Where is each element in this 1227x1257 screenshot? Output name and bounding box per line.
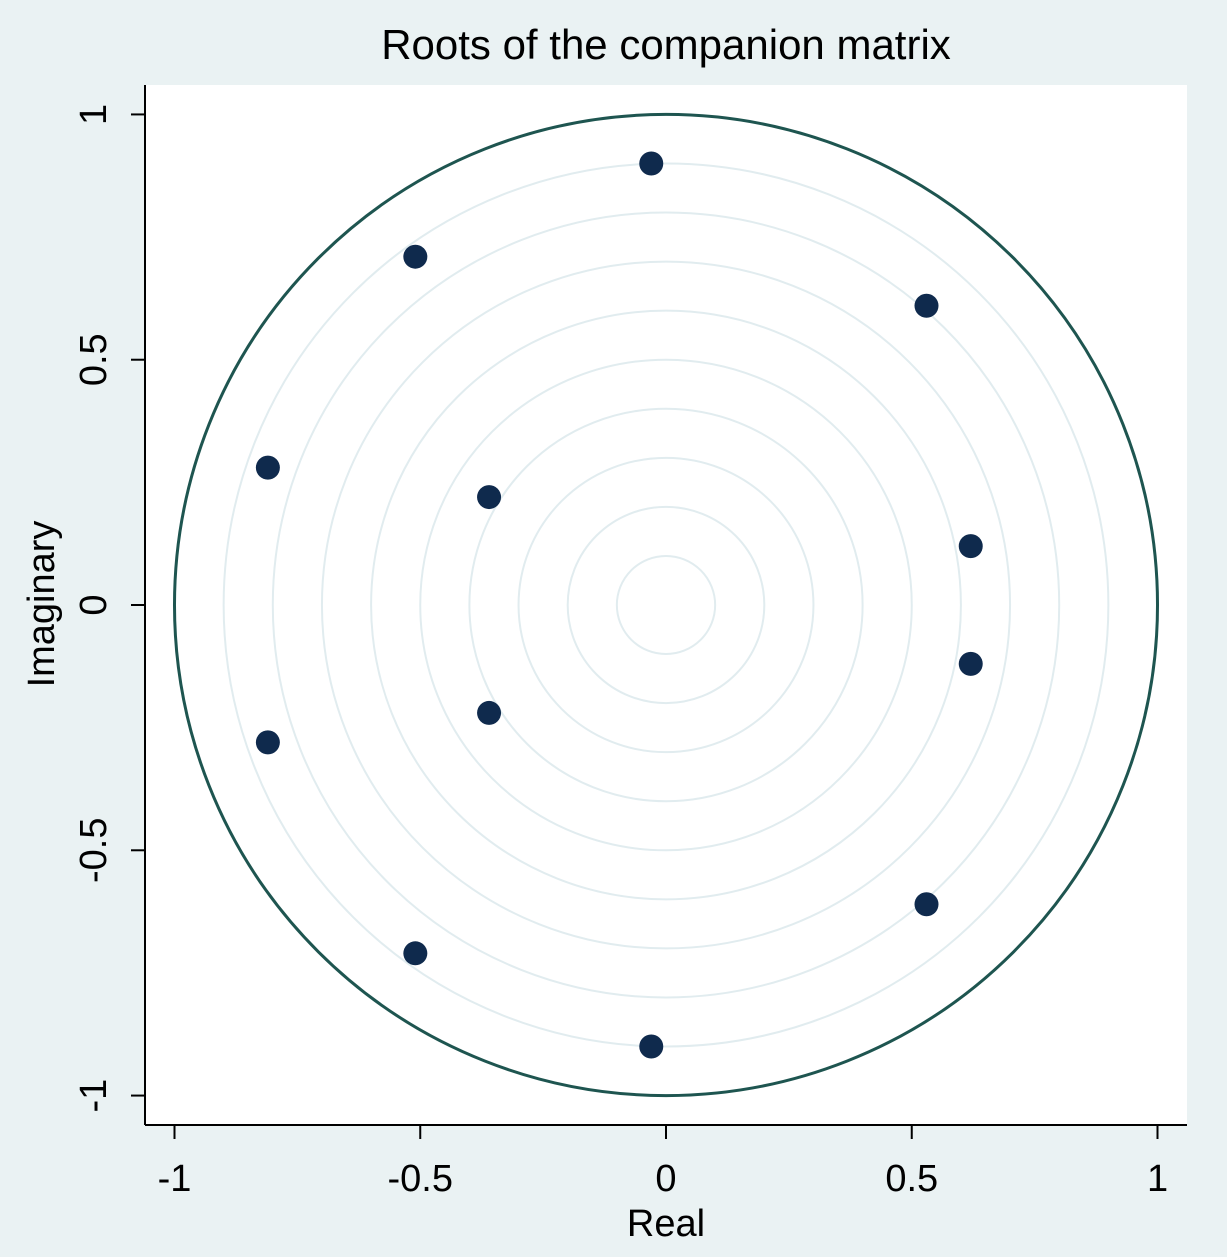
x-tick-label: 0 <box>655 1158 676 1200</box>
grid-circle <box>566 505 766 705</box>
x-tick-label: -1 <box>158 1158 192 1200</box>
point <box>477 485 502 510</box>
grid-circle <box>222 162 1110 1048</box>
point <box>255 730 280 755</box>
point <box>639 151 664 176</box>
grid-circle <box>320 260 1012 950</box>
grid-circle <box>419 358 913 852</box>
y-tick-label: -1 <box>73 1079 115 1113</box>
y-tick-label: 1 <box>73 104 115 125</box>
point <box>914 293 939 318</box>
x-axis-label: Real <box>627 1203 705 1245</box>
plot-area <box>145 85 1187 1125</box>
point <box>477 700 502 725</box>
unit-circle <box>172 112 1160 1098</box>
grid-circle <box>615 554 717 656</box>
grid-circle <box>370 309 962 901</box>
chart-title: Roots of the companion matrix <box>381 21 951 68</box>
point <box>958 651 983 676</box>
x-tick-label: 1 <box>1147 1158 1168 1200</box>
y-tick-label: -0.5 <box>73 818 115 883</box>
point <box>639 1034 664 1059</box>
x-tick-label: -0.5 <box>388 1158 453 1200</box>
point <box>403 941 428 966</box>
grid-circle <box>517 456 815 754</box>
point <box>255 455 280 480</box>
point <box>958 534 983 559</box>
y-tick-label: 0 <box>73 594 115 615</box>
y-axis-label: Imaginary <box>21 521 63 688</box>
y-tick-label: 0.5 <box>73 333 115 386</box>
grid-circle <box>468 407 864 803</box>
grid-circle <box>271 211 1061 999</box>
x-tick-label: 0.5 <box>885 1158 938 1200</box>
point <box>914 892 939 917</box>
point <box>403 244 428 269</box>
